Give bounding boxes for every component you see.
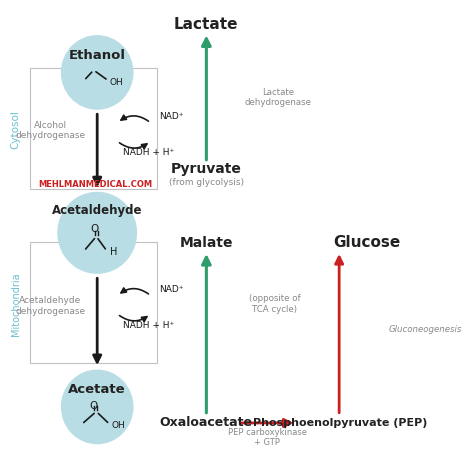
Text: Alcohol
dehydrogenase: Alcohol dehydrogenase	[15, 121, 85, 140]
Text: Acetaldehyde: Acetaldehyde	[52, 204, 143, 217]
Text: Mitochondria: Mitochondria	[10, 272, 21, 336]
Text: (from glycolysis): (from glycolysis)	[169, 178, 244, 187]
Text: Oxaloacetate: Oxaloacetate	[160, 416, 253, 430]
Text: NADH + H⁺: NADH + H⁺	[123, 148, 174, 157]
Circle shape	[58, 193, 137, 273]
Text: Glucose: Glucose	[333, 236, 401, 250]
Text: Lactate: Lactate	[174, 17, 238, 32]
Text: OH: OH	[109, 78, 123, 87]
Text: PEP carboxykinase
+ GTP: PEP carboxykinase + GTP	[228, 428, 307, 447]
FancyBboxPatch shape	[30, 242, 157, 363]
Text: Acetate: Acetate	[68, 383, 126, 396]
Text: Ethanol: Ethanol	[69, 48, 126, 61]
Text: (opposite of
TCA cycle): (opposite of TCA cycle)	[249, 294, 301, 313]
Text: O: O	[91, 224, 99, 234]
Text: NADH + H⁺: NADH + H⁺	[123, 321, 174, 330]
Text: Acetaldehyde
dehydrogenase: Acetaldehyde dehydrogenase	[15, 296, 85, 316]
Text: NAD⁺: NAD⁺	[160, 285, 184, 294]
Text: H: H	[109, 247, 117, 257]
Text: Phosphoenolpyruvate (PEP): Phosphoenolpyruvate (PEP)	[253, 418, 427, 428]
Text: MEHLMANMEDICAL.COM: MEHLMANMEDICAL.COM	[38, 180, 152, 189]
Text: Cytosol: Cytosol	[10, 110, 21, 149]
Text: Pyruvate: Pyruvate	[171, 162, 242, 176]
Text: OH: OH	[112, 421, 126, 430]
Text: Gluconeogenesis: Gluconeogenesis	[389, 325, 463, 333]
Text: NAD⁺: NAD⁺	[160, 112, 184, 121]
Circle shape	[62, 36, 133, 109]
Circle shape	[62, 370, 133, 443]
FancyBboxPatch shape	[30, 68, 157, 189]
Text: Lactate
dehydrogenase: Lactate dehydrogenase	[244, 88, 311, 107]
Text: Malate: Malate	[180, 236, 233, 250]
Text: O: O	[90, 401, 98, 411]
